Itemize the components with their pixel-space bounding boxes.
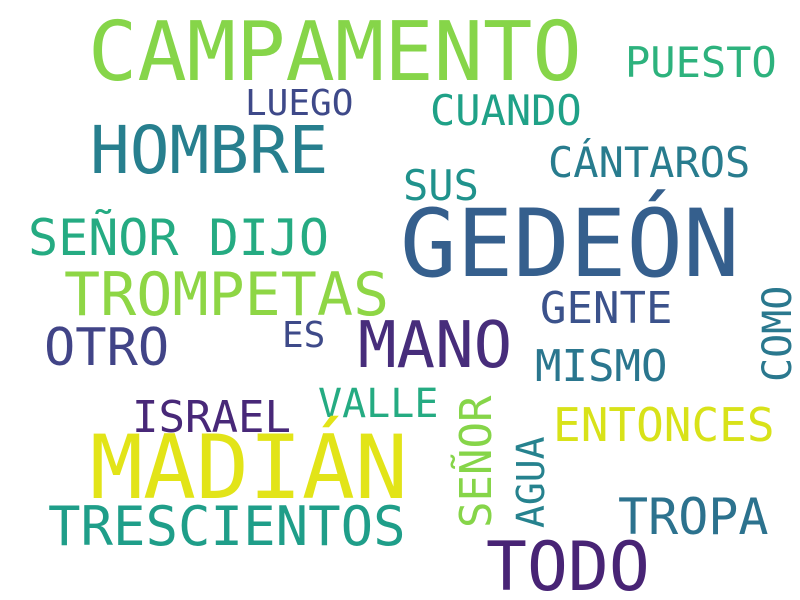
word-es: ES bbox=[282, 315, 326, 356]
word-madian: MADIÁN bbox=[90, 416, 408, 519]
word-trompetas: TROMPETAS bbox=[64, 260, 390, 330]
word-luego: LUEGO bbox=[245, 83, 354, 124]
word-hombre: HOMBRE bbox=[90, 112, 329, 189]
word-cantaros: CÁNTAROS bbox=[548, 138, 751, 187]
word-gedeon: GEDEÓN bbox=[400, 190, 740, 299]
word-gente: GENTE bbox=[540, 283, 673, 334]
word-trescientos: TRESCIENTOS bbox=[48, 495, 406, 558]
word-entonces: ENTONCES bbox=[553, 398, 775, 452]
word-israel: ISRAEL bbox=[132, 392, 291, 443]
word-como: COMO bbox=[755, 285, 800, 382]
word-senor: SEÑOR bbox=[451, 395, 502, 528]
word-tropa: TROPA bbox=[618, 488, 769, 546]
word-otro: OTRO bbox=[44, 318, 170, 378]
word-puesto: PUESTO bbox=[625, 38, 777, 87]
word-sus: SUS bbox=[403, 161, 479, 210]
word-cuando: CUANDO bbox=[430, 86, 582, 135]
word-valle: VALLE bbox=[318, 381, 439, 427]
word-mismo: MISMO bbox=[535, 341, 668, 392]
word-todo: TODO bbox=[486, 528, 650, 600]
word-campamento: CAMPAMENTO bbox=[88, 5, 582, 100]
word-senor-dijo: SEÑOR DIJO bbox=[28, 209, 330, 267]
word-agua: AGUA bbox=[509, 436, 553, 528]
word-mano: MANO bbox=[358, 309, 513, 383]
